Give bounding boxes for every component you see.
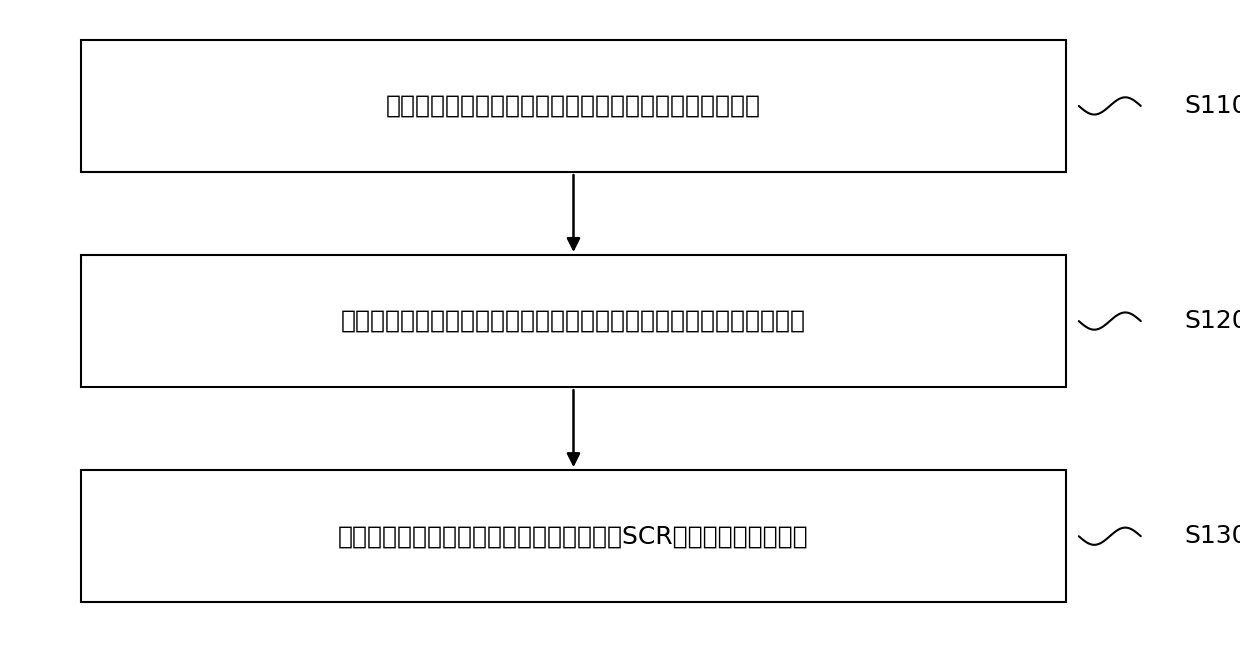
Text: 氮氧化物浓度传感器获取发动机排放的氮氧化物原始浓度: 氮氧化物浓度传感器获取发动机排放的氮氧化物原始浓度 <box>386 94 761 118</box>
Text: S130: S130 <box>1184 524 1240 548</box>
Bar <box>81 470 1066 602</box>
Text: 根据氮氧化物原始浓度和原机排放模型，计算原机排放模型的修正因子: 根据氮氧化物原始浓度和原机排放模型，计算原机排放模型的修正因子 <box>341 309 806 333</box>
Bar <box>81 255 1066 387</box>
Text: S120: S120 <box>1184 309 1240 333</box>
Bar <box>81 40 1066 172</box>
Text: 根据修正因子，修正原机排放模型，以控制SCR装置的还原剂喷射量: 根据修正因子，修正原机排放模型，以控制SCR装置的还原剂喷射量 <box>339 524 808 548</box>
Text: S110: S110 <box>1184 94 1240 118</box>
